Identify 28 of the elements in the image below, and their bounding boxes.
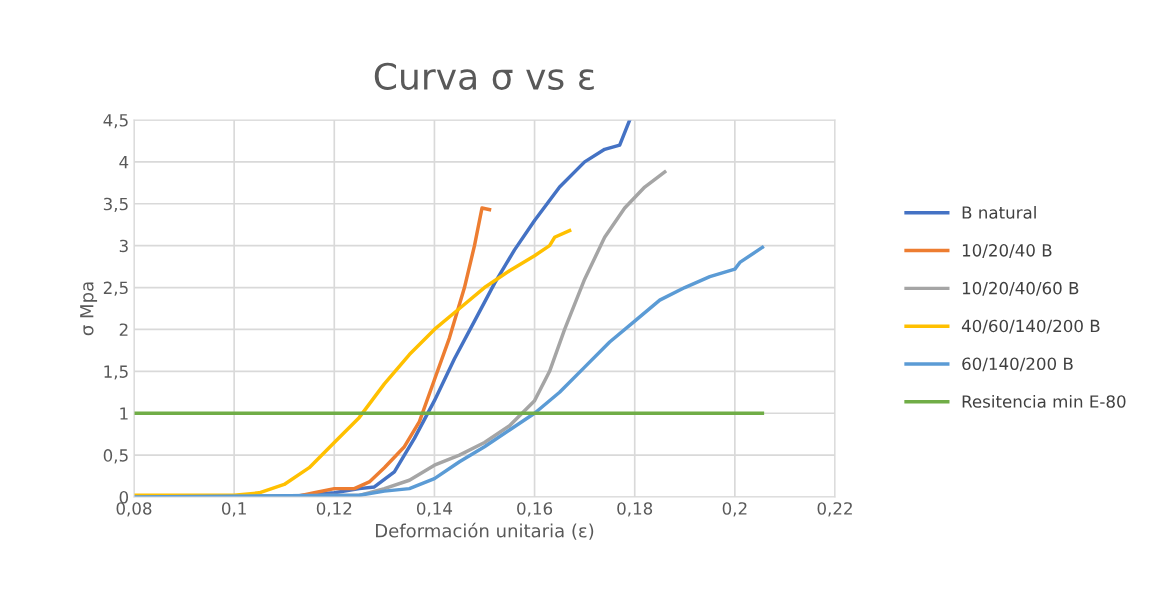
y-tick-label: 3,5	[103, 197, 128, 213]
y-axis-title: σ Mpa	[80, 282, 98, 336]
legend-label: 40/60/140/200 B	[961, 319, 1100, 334]
x-axis-title: Deformación unitaria (ε)	[376, 522, 594, 540]
x-tick-label: 0,2	[722, 502, 747, 517]
chart-title: Curva σ vs ε	[374, 62, 594, 90]
x-tick-label: 0,18	[617, 502, 653, 517]
y-tick-label: 1	[120, 407, 128, 420]
y-tick-label: 0	[119, 490, 129, 504]
x-tick-label: 0,12	[316, 502, 352, 517]
y-tick-label: 4,5	[103, 114, 128, 129]
y-tick-label: 4	[119, 156, 129, 169]
x-tick-label: 0,22	[817, 502, 852, 517]
legend-label: B natural	[962, 205, 1036, 219]
y-tick-label: 0,5	[103, 449, 128, 464]
line-series	[134, 245, 765, 497]
legend-label: 10/20/40/60 B	[962, 281, 1079, 296]
x-tick-label: 0,14	[416, 502, 453, 517]
y-tick-label: 3	[119, 239, 128, 253]
y-tick-label: 2,5	[103, 281, 128, 296]
x-tick-label: 0,16	[517, 502, 553, 517]
legend-label: 10/20/40 B	[962, 244, 1052, 258]
y-tick-label: 1,5	[104, 365, 128, 380]
legend-label: 60/140/200 B	[962, 357, 1073, 372]
legend-label: Resitencia min E-80	[962, 394, 1126, 408]
x-tick-label: 0,08	[116, 502, 152, 517]
y-tick-label: 2	[119, 323, 128, 336]
x-tick-label: 0,1	[221, 502, 246, 517]
